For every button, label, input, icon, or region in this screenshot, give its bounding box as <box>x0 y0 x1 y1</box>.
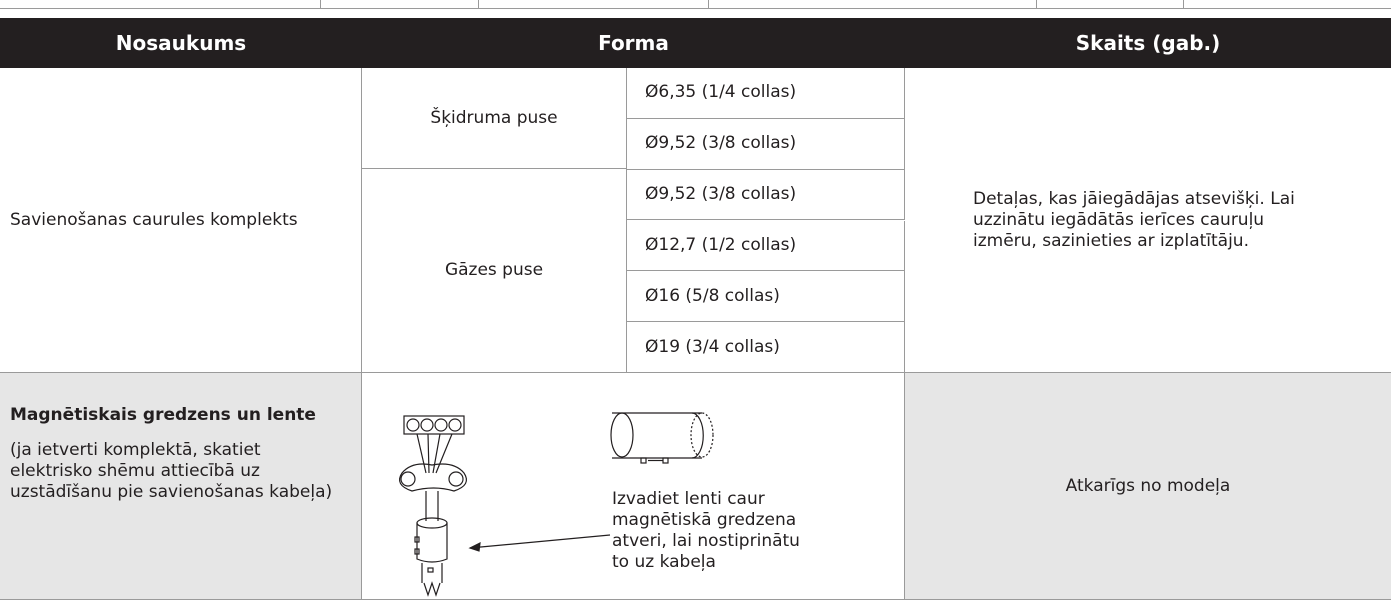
terminal-block <box>403 415 465 435</box>
strip-divider <box>1183 0 1184 8</box>
size-text: Ø9,52 (3/8 collas) <box>645 184 797 205</box>
quantity-cell: Detaļas, kas jāiegādājas atsevišķi. Lai … <box>905 68 1391 373</box>
note-text: (ja ietverti komplektā, skatiet elektris… <box>10 440 333 502</box>
caption-text: Izvadiet lenti caur magnētiskā gredzena … <box>612 489 800 572</box>
name-text: Magnētiskais gredzens un lente <box>10 405 316 425</box>
quantity-text: Detaļas, kas jāiegādājas atsevišķi. Lai … <box>973 188 1295 251</box>
arrow-head <box>468 541 481 552</box>
header-cell: Nosaukums <box>115 31 247 55</box>
size-cell: Ø19 (3/4 collas) <box>627 322 905 373</box>
side-text: Šķidruma puse <box>430 107 558 128</box>
header-cell: Forma <box>598 31 669 55</box>
strip-divider <box>1036 0 1037 8</box>
strip-divider <box>478 0 479 8</box>
side-cell: Gāzes puse <box>362 169 627 373</box>
quantity-text: Atkarīgs no modeļa <box>1065 475 1231 496</box>
size-cell: Ø9,52 (3/8 collas) <box>627 169 905 221</box>
size-text: Ø16 (5/8 collas) <box>645 285 780 306</box>
cable-end <box>421 563 443 597</box>
ring <box>416 523 448 563</box>
size-cell: Ø9,52 (3/8 collas) <box>627 118 905 170</box>
strip-divider <box>708 0 709 8</box>
size-text: Ø19 (3/4 collas) <box>645 336 780 357</box>
arrow-line <box>469 534 611 549</box>
clip <box>399 463 467 492</box>
header-bar <box>0 18 1391 68</box>
size-text: Ø9,52 (3/8 collas) <box>645 133 797 154</box>
header-cell: Skaits (gab.) <box>1075 31 1221 55</box>
top-strip <box>0 0 1391 9</box>
size-cell: Ø6,35 (1/4 collas) <box>627 68 905 119</box>
name-text: Savienošanas caurules komplekts <box>10 209 298 230</box>
strip-divider <box>320 0 321 8</box>
size-text: Ø6,35 (1/4 collas) <box>645 82 797 103</box>
name-cell: Magnētiskais gredzens un lente (ja ietve… <box>0 373 362 600</box>
screws <box>406 418 462 432</box>
cylinder <box>612 412 702 459</box>
name-cell: Savienošanas caurules komplekts <box>0 68 362 373</box>
side-text: Gāzes puse <box>444 260 544 280</box>
side-cell: Šķidruma puse <box>362 68 627 169</box>
quantity-cell: Atkarīgs no modeļa <box>905 373 1391 600</box>
illustration-cell: Izvadiet lenti caur magnētiskā gredzena … <box>362 373 905 600</box>
size-cell: Ø16 (5/8 collas) <box>627 271 905 323</box>
cable <box>425 491 439 521</box>
size-text: Ø12,7 (1/2 collas) <box>645 234 797 255</box>
ring <box>416 517 448 529</box>
wires <box>416 433 453 474</box>
size-cell: Ø12,7 (1/2 collas) <box>627 220 905 272</box>
illustration <box>399 412 714 597</box>
